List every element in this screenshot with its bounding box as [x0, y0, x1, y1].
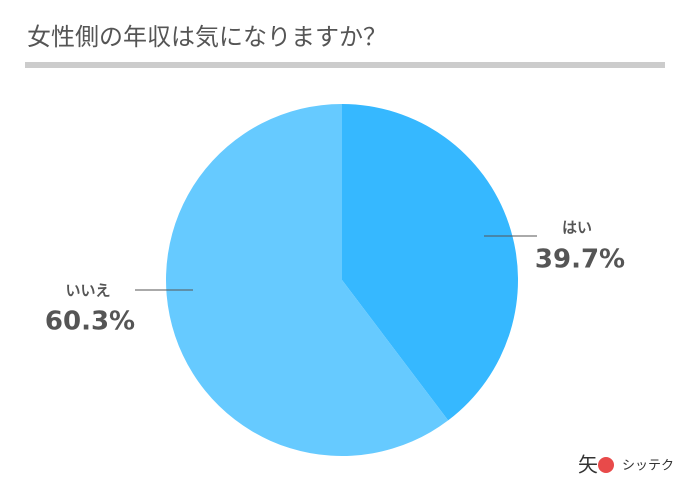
- pie-slice: [165, 104, 449, 456]
- brand: シッテク: [622, 459, 674, 474]
- logo-circle: [598, 457, 614, 473]
- pie-slice: [342, 104, 518, 421]
- title-underline: [25, 62, 665, 68]
- value-label: 39.7%: [535, 245, 625, 275]
- slice-label: いいえ: [65, 282, 110, 300]
- logo: 矢 シッテク: [578, 453, 674, 477]
- chart-title: 女性側の年収は気になりますか？: [27, 23, 387, 51]
- value-label: 60.3%: [45, 307, 135, 337]
- logo-mark: 矢: [578, 453, 598, 477]
- slice-label: はい: [562, 219, 592, 237]
